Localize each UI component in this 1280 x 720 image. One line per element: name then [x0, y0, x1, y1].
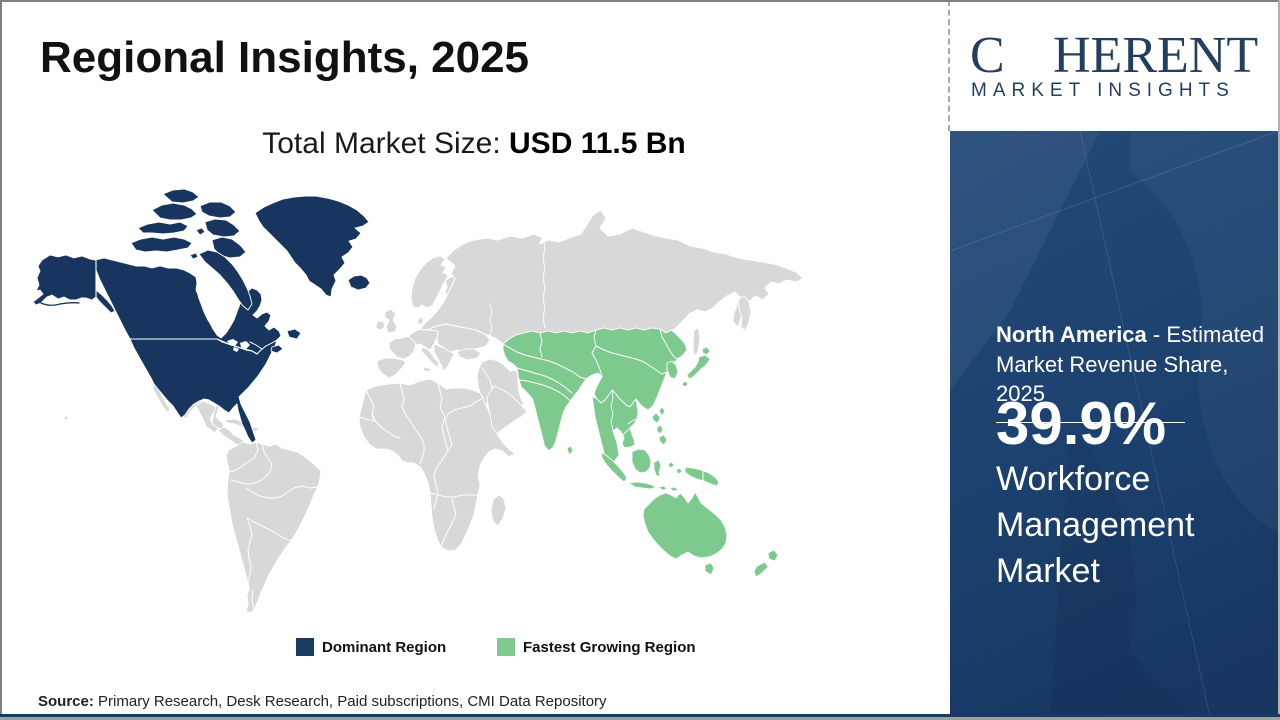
svg-text:MARKET INSIGHTS: MARKET INSIGHTS — [971, 80, 1235, 101]
svg-text:C: C — [970, 27, 1005, 84]
svg-text:HERENT: HERENT — [1053, 27, 1258, 84]
